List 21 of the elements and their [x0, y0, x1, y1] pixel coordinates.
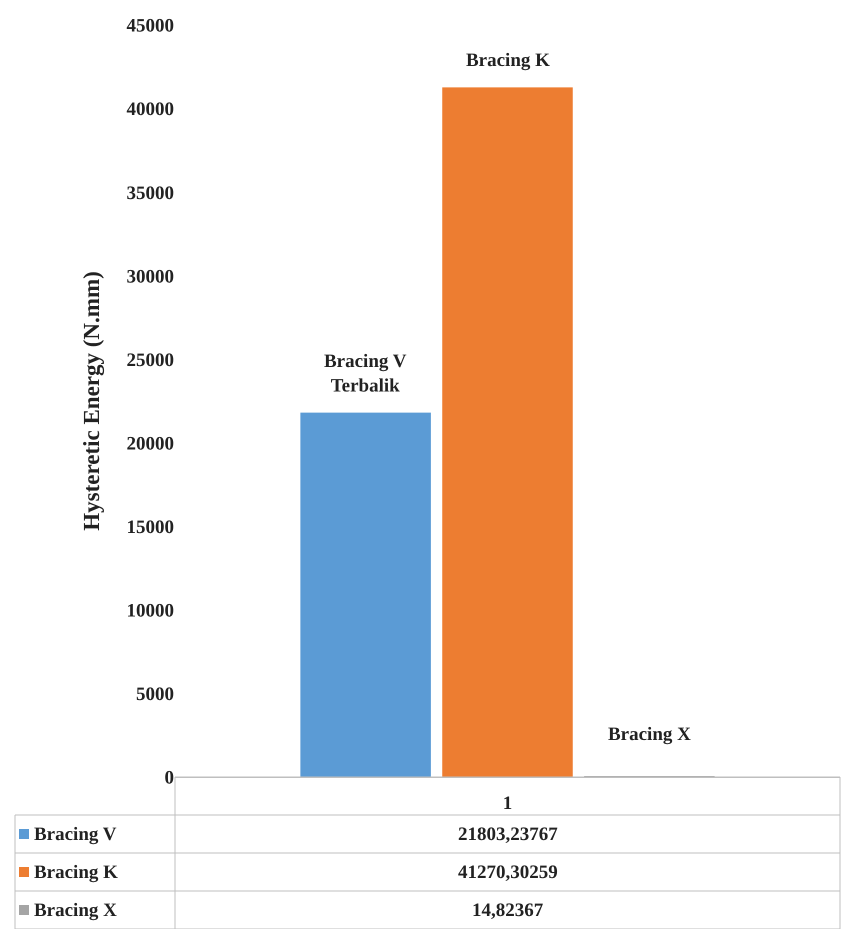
- legend-label: Bracing V: [34, 824, 117, 845]
- y-axis-title: Hysteretic Energy (N.mm): [78, 271, 105, 531]
- y-tick-label: 15000: [126, 516, 174, 538]
- y-tick-label: 20000: [126, 433, 174, 454]
- y-tick-label: 35000: [126, 182, 174, 204]
- y-tick-label: 45000: [126, 16, 174, 37]
- legend-label: Bracing X: [34, 900, 118, 921]
- y-tick-label: 10000: [126, 600, 174, 622]
- text: 41270,30259: [458, 862, 558, 883]
- annotation: Bracing K: [466, 50, 550, 71]
- legend-label: Bracing K: [34, 862, 118, 883]
- y-tick-label: 5000: [136, 684, 174, 706]
- x-tick-label: 1: [502, 792, 512, 814]
- annotation: Bracing V Terbalik: [324, 351, 407, 397]
- annotation: Bracing X: [608, 724, 692, 745]
- y-tick-label: 25000: [126, 350, 174, 371]
- text: 21803,23767: [458, 824, 558, 845]
- y-tick-label: 30000: [126, 266, 174, 288]
- y-tick-label: 0: [164, 768, 174, 789]
- text: 14,82367: [472, 900, 544, 921]
- y-tick-label: 40000: [126, 99, 174, 120]
